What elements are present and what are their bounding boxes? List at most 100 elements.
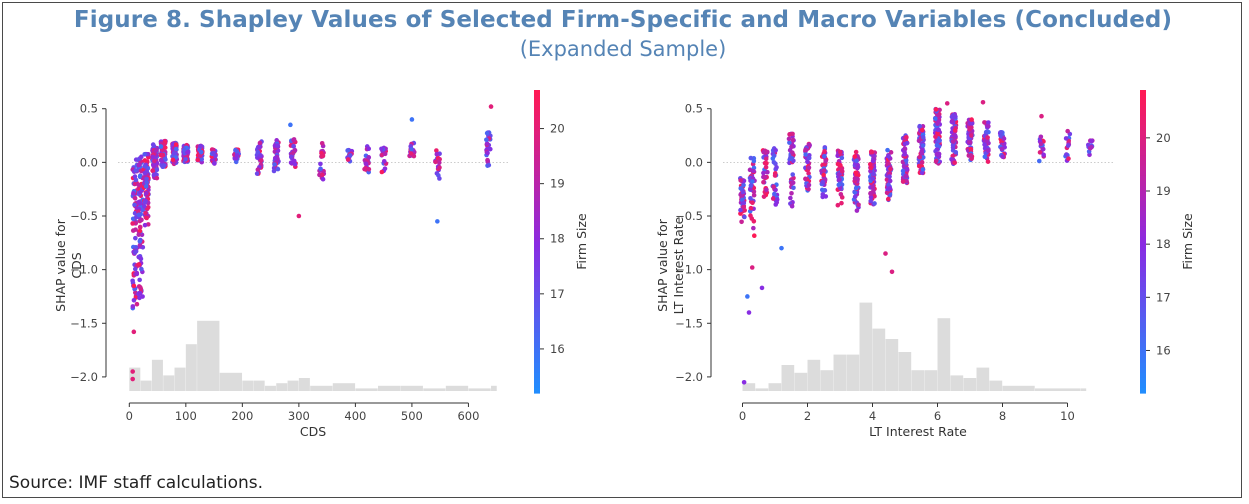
scatter-point <box>741 379 747 385</box>
scatter-point <box>198 149 204 155</box>
scatter-point <box>275 143 280 148</box>
scatter-point <box>919 160 925 165</box>
scatter-point <box>437 165 442 170</box>
scatter-point <box>258 152 263 158</box>
scatter-point <box>764 160 769 166</box>
scatter-point <box>154 175 160 181</box>
colorbar-segment <box>1140 180 1146 187</box>
scatter-point <box>934 152 940 157</box>
scatter-point <box>131 283 137 289</box>
scatter-point <box>288 122 293 128</box>
scatter-point <box>872 201 877 206</box>
colorbar-segment <box>534 322 540 328</box>
histogram-bar <box>253 380 265 391</box>
colorbar-segment <box>1140 387 1146 394</box>
scatter-point <box>163 157 168 162</box>
colorbar-segment <box>534 251 540 258</box>
colorbar-segment <box>534 261 540 268</box>
x-tick-label: 400 <box>344 409 366 423</box>
scatter-point <box>137 173 143 179</box>
scatter-point <box>170 157 176 163</box>
scatter-point <box>320 153 326 159</box>
scatter-point <box>773 147 778 153</box>
scatter-point <box>985 148 991 153</box>
colorbar-segment <box>1140 337 1146 344</box>
scatter-point <box>765 169 770 175</box>
colorbar-segment <box>1140 221 1146 227</box>
scatter-point <box>1039 113 1044 119</box>
scatter-point <box>836 182 842 188</box>
colorbar-tick-label: 20 <box>550 122 565 136</box>
scatter-point <box>934 143 940 148</box>
colorbar-segment <box>1140 201 1146 207</box>
scatter-point <box>137 290 143 296</box>
scatter-point <box>786 136 792 142</box>
scatter-point <box>136 182 141 188</box>
x-tick-label: 2 <box>804 409 811 423</box>
x-tick-label: 300 <box>288 409 310 423</box>
colorbar-segment <box>1140 261 1146 268</box>
scatter-point <box>434 148 439 153</box>
scatter-point <box>789 144 794 150</box>
colorbar-segment <box>534 221 540 227</box>
scatter-point <box>296 213 302 219</box>
histogram-bar <box>423 388 446 391</box>
scatter-point <box>900 168 906 174</box>
colorbar-segment <box>534 347 540 354</box>
scatter-point <box>887 178 893 184</box>
scatter-point <box>920 124 926 129</box>
histogram-bar <box>287 380 299 391</box>
scatter-point <box>151 163 156 168</box>
scatter-point <box>872 193 877 199</box>
scatter-point <box>969 117 974 122</box>
colorbar-segment <box>534 95 540 101</box>
x-tick-label: 500 <box>401 409 423 423</box>
scatter-point <box>805 159 810 165</box>
y-axis-label: SHAP value for <box>655 218 670 312</box>
colorbar-segment <box>1140 175 1146 182</box>
scatter-point <box>381 159 387 164</box>
scatter-point <box>291 143 296 149</box>
colorbar-segment <box>1140 362 1146 369</box>
scatter-point <box>255 167 261 172</box>
colorbar-segment <box>534 185 540 192</box>
histogram-bar <box>468 388 491 391</box>
scatter-point <box>158 144 164 149</box>
scatter-point <box>920 135 926 140</box>
colorbar-segment <box>1140 271 1146 278</box>
scatter-point <box>742 214 747 220</box>
histogram-bar <box>768 383 782 391</box>
colorbar-segment <box>1140 302 1146 308</box>
scatter-point <box>935 130 940 136</box>
scatter-point <box>838 192 844 197</box>
colorbar-tick-label: 16 <box>550 342 565 356</box>
scatter-point <box>136 212 142 218</box>
scatter-point <box>151 172 157 177</box>
scatter-point <box>144 180 149 185</box>
scatter-point <box>366 155 372 160</box>
histogram-bar <box>781 365 795 391</box>
scatter-point <box>806 171 811 176</box>
scatter-point <box>774 197 780 202</box>
histogram-bar <box>310 385 333 391</box>
scatter-point <box>819 187 825 193</box>
scatter-point <box>836 171 842 177</box>
scatter-point <box>745 294 750 299</box>
scatter-point <box>868 191 873 196</box>
y-tick-label: 0.5 <box>685 102 703 116</box>
scatter-point <box>272 155 278 161</box>
scatter-point <box>136 232 142 237</box>
scatter-point <box>144 215 149 221</box>
scatter-point <box>181 147 187 153</box>
scatter-point <box>903 158 909 163</box>
scatter-point <box>130 376 135 382</box>
scatter-point <box>133 177 139 183</box>
scatter-point <box>771 184 776 189</box>
scatter-point <box>982 120 987 125</box>
colorbar-segment <box>534 387 540 394</box>
scatter-point <box>920 143 926 148</box>
scatter-point <box>1064 152 1069 157</box>
scatter-point <box>291 158 297 164</box>
colorbar-label: Firm Size <box>574 213 589 270</box>
figure-frame: Figure 8. Shapley Values of Selected Fir… <box>2 2 1242 498</box>
